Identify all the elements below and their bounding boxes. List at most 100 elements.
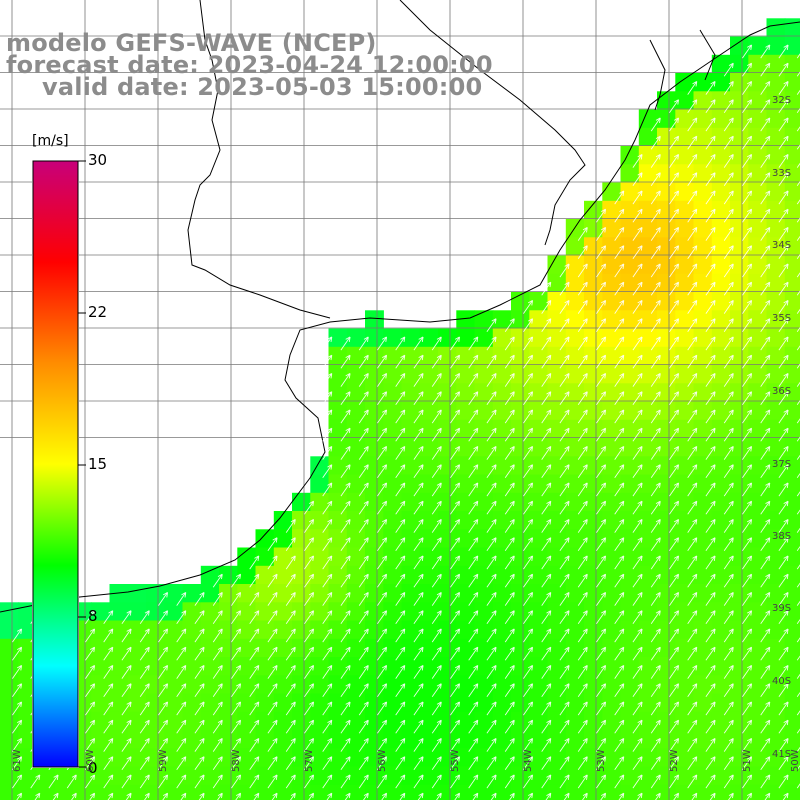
speed-cell [492, 748, 512, 768]
speed-cell [310, 657, 330, 676]
speed-cell [766, 219, 786, 238]
wind-arrow [377, 592, 388, 606]
wind-arrow [486, 373, 497, 387]
speed-cell [310, 748, 330, 768]
wind-arrow [340, 391, 351, 406]
speed-cell [657, 730, 676, 749]
speed-cell [255, 529, 275, 549]
speed-cell [602, 419, 622, 439]
wind-arrow [431, 391, 442, 406]
wind-arrow [304, 683, 315, 698]
wind-arrow [486, 555, 497, 570]
speed-cell [638, 693, 658, 713]
wind-arrow [705, 482, 716, 497]
speed-cell [438, 657, 457, 676]
speed-cell [492, 766, 512, 786]
wind-arrow [358, 336, 369, 351]
wind-arrow [669, 610, 680, 625]
wind-arrow [395, 537, 406, 552]
wind-arrow [377, 719, 388, 734]
lat-label-37s: 37S [772, 459, 792, 470]
speed-cell [346, 547, 366, 567]
wind-arrow [596, 208, 607, 223]
speed-cell [730, 675, 749, 695]
wind-arrow [669, 482, 680, 497]
wind-arrow [322, 500, 333, 515]
wind-arrow [687, 482, 698, 497]
wind-arrow [486, 592, 497, 606]
wind-arrow [504, 482, 515, 497]
speed-cell [693, 219, 713, 238]
wind-arrow [431, 336, 442, 351]
wind-arrow [249, 683, 260, 698]
wind-arrow [139, 756, 150, 771]
speed-cell [547, 529, 567, 549]
wind-arrow [796, 691, 800, 698]
wind-arrow [577, 592, 588, 606]
speed-cell [784, 73, 800, 92]
speed-cell [675, 675, 695, 695]
speed-cell [711, 602, 731, 622]
wind-arrow [285, 573, 296, 588]
speed-cell [529, 675, 549, 695]
speed-cell [784, 365, 800, 384]
wind-arrow [358, 756, 369, 771]
wind-arrow [486, 701, 497, 716]
speed-cell [492, 693, 512, 713]
speed-cell [784, 492, 800, 512]
wind-arrow [614, 336, 625, 351]
wind-arrow [304, 774, 315, 789]
speed-cell [438, 602, 457, 622]
speed-cell [638, 255, 658, 275]
wind-arrow [742, 519, 753, 533]
wind-arrow [760, 300, 771, 314]
wind-arrow [723, 555, 734, 570]
speed-cell [182, 730, 202, 749]
wind-arrow [541, 701, 552, 716]
lon-label-56w: 56W [377, 749, 388, 772]
wind-arrow [687, 281, 698, 296]
wind-arrow [194, 665, 205, 679]
speed-cell [784, 146, 800, 165]
speed-cell [657, 164, 676, 184]
wind-arrow [632, 336, 643, 351]
speed-cell [675, 602, 695, 622]
speed-cell [529, 346, 549, 366]
wind-arrow [669, 281, 680, 296]
wind-arrow [66, 774, 77, 789]
speed-cell [237, 748, 257, 768]
speed-cell [657, 748, 676, 768]
wind-arrow [723, 774, 734, 789]
wind-arrow [103, 665, 114, 679]
speed-cell [547, 657, 567, 676]
speed-cell [730, 54, 749, 74]
speed-cell [438, 511, 457, 530]
speed-cell [657, 638, 676, 658]
speed-cell [693, 456, 713, 476]
speed-cell [547, 255, 567, 275]
wind-arrow [249, 774, 260, 789]
wind-arrow [723, 446, 734, 460]
speed-cell [766, 456, 786, 476]
speed-cell [638, 164, 658, 184]
wind-arrow [413, 373, 424, 387]
speed-cell [675, 200, 695, 220]
wind-arrow [158, 719, 169, 734]
wind-arrow [650, 646, 661, 661]
speed-cell [438, 346, 457, 366]
wind-arrow [12, 701, 23, 716]
wind-arrow [669, 446, 680, 460]
wind-arrow [249, 628, 260, 643]
speed-cell [547, 748, 567, 768]
speed-cell [383, 657, 403, 676]
wind-arrow [285, 592, 296, 606]
wind-arrow [742, 592, 753, 606]
speed-cell [638, 620, 658, 640]
speed-cell [200, 675, 220, 695]
wind-arrow [796, 53, 800, 59]
wind-arrow [431, 701, 442, 716]
speed-cell [365, 474, 384, 494]
wind-arrow [559, 719, 570, 734]
wind-arrow [304, 738, 315, 752]
lat-label-39s: 39S [772, 603, 792, 614]
